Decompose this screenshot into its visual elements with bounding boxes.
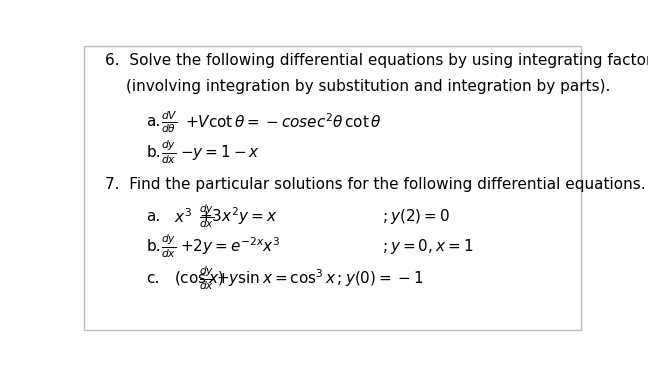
Text: $+ y\sin x = \cos^{3}x\,;y(0) = -1$: $+ y\sin x = \cos^{3}x\,;y(0) = -1$ xyxy=(216,267,423,289)
Text: $\frac{dV}{d\theta}$: $\frac{dV}{d\theta}$ xyxy=(161,109,178,135)
Text: $- y = 1 - x$: $- y = 1 - x$ xyxy=(180,142,260,161)
Text: b.: b. xyxy=(146,145,161,160)
Text: c.: c. xyxy=(146,270,159,286)
Text: $x^{3}$: $x^{3}$ xyxy=(174,207,192,226)
Text: $+ 2y = e^{-2x}x^{3}$: $+ 2y = e^{-2x}x^{3}$ xyxy=(180,236,281,257)
Text: $\frac{dy}{dx}$: $\frac{dy}{dx}$ xyxy=(161,138,176,166)
Text: 6.  Solve the following differential equations by using integrating factor metho: 6. Solve the following differential equa… xyxy=(105,53,648,68)
Text: $(\cos x)$: $(\cos x)$ xyxy=(174,269,224,287)
Text: $\frac{dy}{dx}$: $\frac{dy}{dx}$ xyxy=(199,203,214,230)
Text: a.: a. xyxy=(146,115,161,129)
Text: 7.  Find the particular solutions for the following differential equations.: 7. Find the particular solutions for the… xyxy=(105,177,645,192)
Text: $;y = 0, x = 1$: $;y = 0, x = 1$ xyxy=(382,237,474,256)
Text: a.: a. xyxy=(146,209,161,224)
Text: $;y(2) = 0$: $;y(2) = 0$ xyxy=(382,207,450,226)
Text: (involving integration by substitution and integration by parts).: (involving integration by substitution a… xyxy=(126,78,610,94)
Text: $\frac{dy}{dx}$: $\frac{dy}{dx}$ xyxy=(161,233,176,260)
Text: b.: b. xyxy=(146,239,161,254)
Text: $\frac{dy}{dx}$: $\frac{dy}{dx}$ xyxy=(199,264,214,292)
Text: $+ 3x^{2}y = x$: $+ 3x^{2}y = x$ xyxy=(199,206,277,227)
Text: $+ V\cot\theta = -cosec^{2}\theta\,\cot\theta$: $+ V\cot\theta = -cosec^{2}\theta\,\cot\… xyxy=(185,113,382,131)
